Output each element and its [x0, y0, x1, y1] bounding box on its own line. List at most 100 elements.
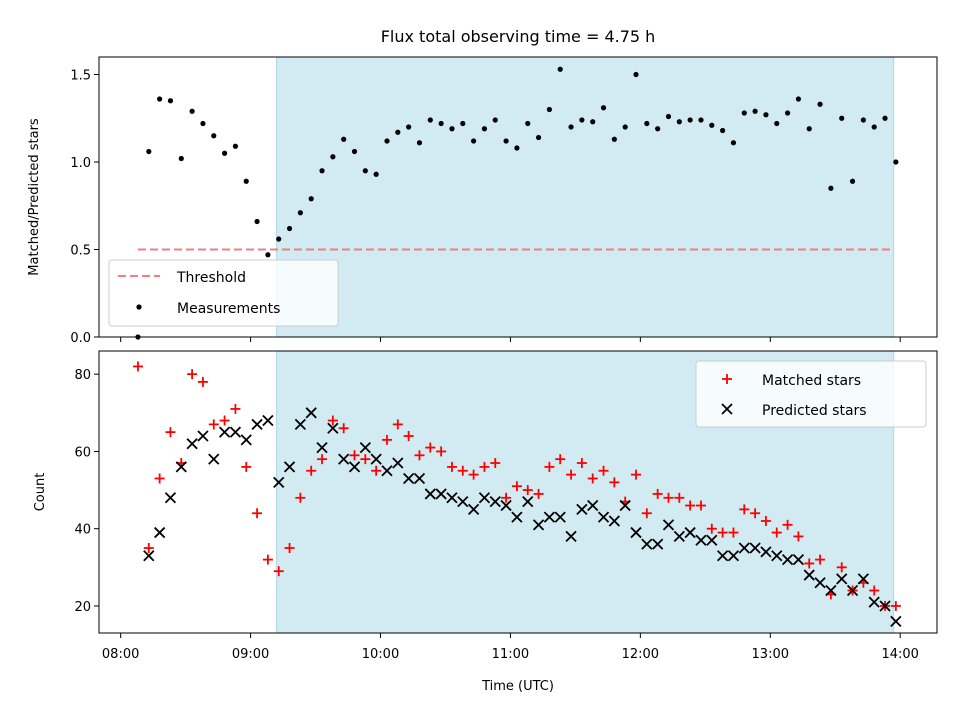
predicted-star-point: [662, 519, 675, 531]
observing-window-top: [276, 56, 895, 338]
matched-star-point: [555, 454, 566, 465]
predicted-star-point: [197, 430, 209, 442]
measurement-point: [687, 117, 693, 123]
x-axis-label: Time (UTC): [481, 679, 554, 694]
measurement-point: [221, 150, 228, 156]
measurement-point: [373, 171, 379, 177]
predicted-star-point-b: [792, 553, 805, 566]
predicted-star-point-b: [836, 573, 848, 585]
predicted-star-point: [175, 461, 187, 473]
predicted-star-point-b: [478, 492, 491, 504]
predicted-star-point: [370, 453, 382, 465]
measurement-point: [276, 236, 282, 242]
predicted-star-point: [251, 418, 263, 431]
matched-star-point: [230, 403, 241, 414]
predicted-star-point-b: [327, 422, 339, 434]
predicted-star-point-b: [370, 453, 382, 465]
predicted-star-point: [576, 503, 588, 516]
measurement-point: [416, 140, 423, 146]
x-tick-label: 08:00: [102, 647, 139, 662]
measurement-point: [395, 129, 401, 135]
x-tick-label: 10:00: [362, 647, 399, 662]
matched-star-point: [511, 481, 522, 492]
measurement-point: [871, 124, 877, 130]
measurement-point: [157, 96, 163, 102]
predicted-star-point: [327, 422, 339, 434]
predicted-star-point-b: [781, 553, 794, 566]
measurement-point: [514, 145, 520, 151]
measurement-point: [438, 120, 444, 127]
measurement-point: [146, 148, 152, 155]
predicted-star-point-b: [532, 519, 545, 531]
predicted-star-point-b: [727, 550, 740, 562]
matched-star-point: [750, 508, 761, 519]
predicted-star-point: [273, 476, 285, 488]
predicted-star-point-b: [662, 519, 675, 531]
predicted-star-point-b: [771, 550, 783, 562]
y-bottom-tick-label: 60: [74, 445, 91, 460]
predicted-star-point-b: [760, 546, 772, 558]
measurement-point: [839, 115, 845, 121]
measurement-point: [535, 134, 542, 141]
predicted-star-point: [435, 488, 447, 500]
measurement-point: [817, 101, 823, 107]
predicted-star-point-b: [294, 418, 307, 431]
y-top-tick-label: 1.5: [70, 69, 91, 84]
measurement-point: [622, 124, 628, 130]
measurement-point: [167, 98, 174, 104]
measurement-point: [795, 96, 802, 102]
predicted-star-point: [846, 584, 859, 597]
predicted-star-point-b: [749, 542, 761, 554]
matched-star-point: [760, 515, 771, 526]
matched-star-point: [317, 454, 328, 465]
predicted-star-point-b: [229, 426, 242, 438]
predicted-star-point-b: [359, 441, 371, 454]
matched-star-point: [522, 485, 533, 496]
matched-star-point: [815, 554, 826, 565]
predicted-star-point-b: [738, 542, 750, 554]
predicted-star-point-b: [435, 488, 447, 500]
predicted-star-point: [836, 573, 848, 585]
matched-star-point: [262, 554, 273, 565]
predicted-star-point-b: [457, 496, 469, 508]
matched-star-point: [728, 527, 739, 538]
matched-star-point: [804, 558, 815, 569]
predicted-star-point-b: [262, 414, 274, 427]
predicted-star-point: [186, 438, 198, 450]
predicted-star-point-b: [500, 499, 512, 512]
measurement-point: [211, 133, 217, 139]
measurement-point: [362, 168, 368, 174]
measurement-point: [730, 140, 737, 146]
predicted-star-point: [890, 615, 902, 628]
predicted-star-point: [652, 538, 664, 550]
measurement-point: [406, 124, 412, 130]
predicted-star-point: [522, 496, 534, 508]
chart-title: Flux total observing time = 4.75 h: [381, 27, 656, 46]
y-bottom-tick-label: 40: [74, 523, 91, 538]
matched-star-point: [252, 508, 263, 519]
predicted-star-point-b: [857, 573, 870, 585]
y-bottom-tick-label: 20: [74, 600, 91, 615]
predicted-star-point: [381, 465, 393, 477]
measurement-point: [893, 159, 899, 165]
legend-layer: Threshold Measurements Matched stars Predic…: [108, 259, 927, 428]
legend-predicted-label: Predicted stars: [762, 403, 867, 419]
predicted-star-point: [359, 441, 371, 454]
predicted-star-point-b: [825, 584, 837, 597]
predicted-star-point: [532, 519, 545, 531]
predicted-star-point: [760, 546, 772, 558]
matched-star-point: [695, 500, 706, 511]
matched-star-point: [609, 477, 620, 488]
predicted-star-point-b: [803, 569, 815, 581]
predicted-star-point: [630, 526, 642, 539]
predicted-star-point: [716, 550, 729, 562]
predicted-star-point: [792, 553, 805, 566]
predicted-star-point: [305, 407, 317, 419]
predicted-star-point-b: [283, 461, 296, 473]
legend-predicted-swatch: [721, 403, 733, 415]
matched-star-point: [132, 361, 143, 372]
predicted-star-point: [316, 441, 328, 454]
predicted-star-point-b: [240, 434, 252, 446]
predicted-star-point: [240, 434, 252, 446]
